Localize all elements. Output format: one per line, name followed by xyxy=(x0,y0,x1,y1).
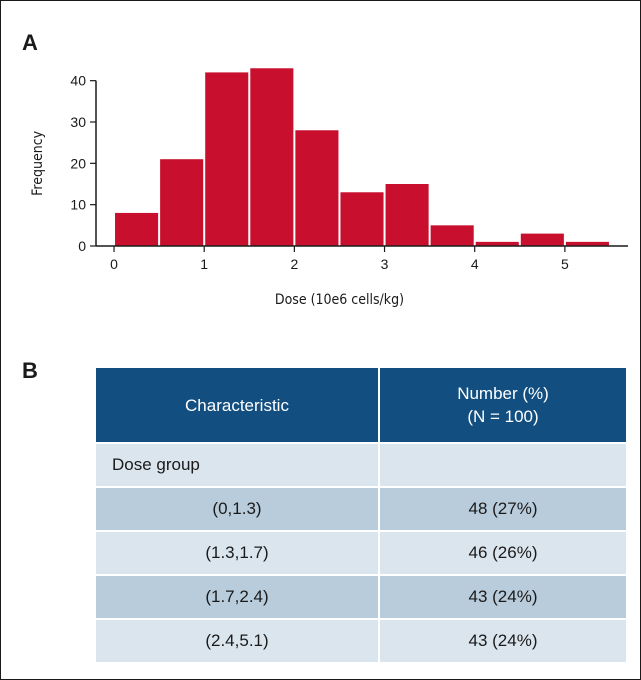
header-characteristic: Characteristic xyxy=(96,368,380,443)
table-row: (1.7,2.4) 43 (24%) xyxy=(96,574,626,619)
row-value: 43 (24%) xyxy=(379,574,626,619)
header-number: Number (%) (N = 100) xyxy=(379,368,626,443)
row-value: 43 (24%) xyxy=(379,618,626,662)
characteristics-table: Characteristic Number (%) (N = 100) Dose… xyxy=(96,368,626,662)
histogram-bars xyxy=(115,68,609,247)
panel-b-label: B xyxy=(22,358,38,383)
x-tick-label: 3 xyxy=(381,256,389,272)
y-tick-label: 20 xyxy=(70,155,86,171)
table-row: (0,1.3) 48 (27%) xyxy=(96,486,626,531)
x-tick-label: 0 xyxy=(110,256,118,272)
y-axis-title: Frequency xyxy=(30,130,46,195)
histogram-chart: 0 1 2 3 4 5 0 10 20 30 40 Dose (10e6 cells/kg) Fre… xyxy=(30,68,628,308)
panel-a-label: A xyxy=(22,30,38,55)
histogram-bar xyxy=(250,68,294,247)
histogram-bar xyxy=(475,241,519,246)
histogram-bar xyxy=(385,184,429,246)
histogram-bar xyxy=(430,225,474,246)
group-value-empty xyxy=(379,442,626,487)
row-label: (1.3,1.7) xyxy=(96,530,380,575)
y-tick-label: 10 xyxy=(70,197,86,213)
chart-axes: 0 1 2 3 4 5 0 10 20 30 40 xyxy=(70,73,628,272)
histogram-bar xyxy=(205,72,249,247)
table-row: (2.4,5.1) 43 (24%) xyxy=(96,618,626,662)
header-number-line2: (N = 100) xyxy=(467,407,539,426)
histogram-bar xyxy=(565,241,609,246)
histogram-bar xyxy=(160,159,204,246)
x-tick-label: 1 xyxy=(200,256,208,272)
histogram-bar xyxy=(340,192,384,246)
histogram-bar xyxy=(295,130,339,246)
row-label: (0,1.3) xyxy=(96,486,380,531)
x-tick-label: 2 xyxy=(290,256,298,272)
x-tick-label: 5 xyxy=(561,256,569,272)
header-number-line1: Number (%) xyxy=(457,384,549,403)
table-row: (1.3,1.7) 46 (26%) xyxy=(96,530,626,575)
row-value: 48 (27%) xyxy=(379,486,626,531)
row-label: (1.7,2.4) xyxy=(96,574,380,619)
y-tick-label: 0 xyxy=(78,238,86,254)
row-label: (2.4,5.1) xyxy=(96,618,380,662)
histogram-bar xyxy=(115,212,159,246)
histogram-bar xyxy=(520,233,564,246)
y-tick-label: 40 xyxy=(70,73,86,89)
table-row-group: Dose group xyxy=(96,442,626,487)
group-label: Dose group xyxy=(96,442,380,487)
x-tick-label: 4 xyxy=(471,256,479,272)
y-tick-label: 30 xyxy=(70,114,86,130)
row-value: 46 (26%) xyxy=(379,530,626,575)
x-axis-title: Dose (10e6 cells/kg) xyxy=(275,292,404,308)
